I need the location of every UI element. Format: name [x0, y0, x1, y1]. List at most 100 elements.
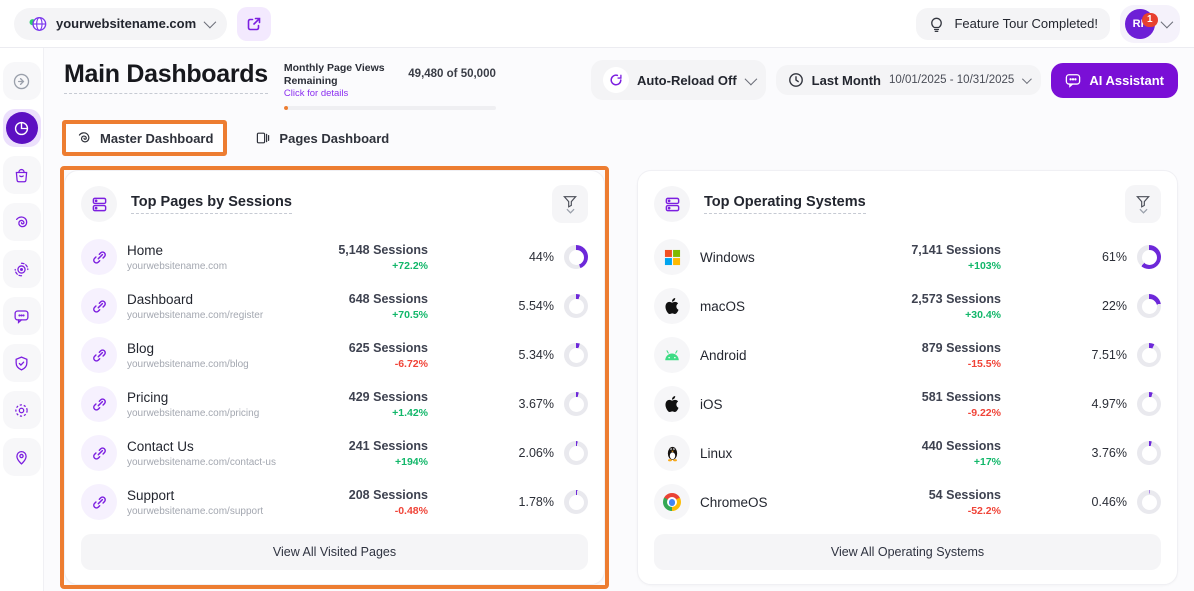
list-item[interactable]: Android 879 Sessions -15.5% 7.51%: [654, 335, 1161, 375]
sessions-count: 2,573 Sessions: [911, 291, 1001, 306]
quota-widget: Monthly Page Views Remaining Click for d…: [283, 62, 496, 111]
page-title: Main Dashboards: [64, 60, 268, 94]
quota-label: Monthly Page Views Remaining: [283, 62, 385, 88]
change-percent: +70.5%: [392, 308, 428, 321]
filter-button[interactable]: [552, 185, 588, 224]
open-site-button[interactable]: [237, 6, 272, 41]
share-percent: 61%: [1101, 250, 1127, 265]
share-cell: 44%: [438, 245, 588, 270]
main-content: Main Dashboards Monthly Page Views Remai…: [44, 48, 1194, 591]
donut-progress: [1137, 245, 1161, 270]
list-item[interactable]: Contact Us yourwebsitename.com/contact-u…: [81, 433, 588, 473]
row-url: yourwebsitename.com: [127, 260, 228, 272]
share-percent: 44%: [528, 250, 554, 265]
sessions-count: 581 Sessions: [921, 389, 1001, 404]
sessions-count: 625 Sessions: [348, 340, 428, 355]
spiral-icon: [76, 130, 92, 146]
period-label: Last Month: [811, 72, 881, 88]
sessions-cell: 7,141 Sessions +103%: [871, 243, 1001, 272]
change-percent: -6.72%: [394, 357, 428, 370]
link-icon: [81, 435, 117, 472]
tab-pages-dashboard[interactable]: Pages Dashboard: [245, 124, 399, 152]
apple-logo-icon: [654, 386, 690, 423]
list-item[interactable]: Pricing yourwebsitename.com/pricing 429 …: [81, 384, 588, 424]
list-item[interactable]: Home yourwebsitename.com 5,148 Sessions …: [81, 237, 588, 277]
card-top-pages-by-sessions: Top Pages by Sessions Home yourwebsitena…: [60, 166, 609, 590]
sessions-count: 5,148 Sessions: [338, 242, 428, 257]
view-all-os-button[interactable]: View All Operating Systems: [654, 534, 1161, 571]
donut-progress: [1137, 392, 1161, 417]
focus-target-icon: [13, 261, 30, 278]
sessions-cell: 5,148 Sessions +72.2%: [298, 243, 428, 272]
sidebar-item-dashboards[interactable]: [2, 109, 41, 147]
link-icon: [81, 239, 117, 276]
topbar: yourwebsitename.com Feature Tour Complet…: [0, 0, 1194, 48]
card-top-operating-systems: Top Operating Systems Windows 7,141 Sess…: [637, 170, 1178, 586]
gear-icon: [13, 402, 30, 419]
avatar: RF 1: [1125, 8, 1158, 39]
list-item[interactable]: Dashboard yourwebsitename.com/register 6…: [81, 286, 588, 326]
pie-chart-icon: [13, 120, 30, 137]
auto-reload-dropdown[interactable]: Auto-Reload Off: [591, 60, 766, 100]
list-item[interactable]: iOS 581 Sessions -9.22% 4.97%: [654, 384, 1161, 424]
ai-assistant-button[interactable]: AI Assistant: [1051, 62, 1178, 98]
site-selector[interactable]: yourwebsitename.com: [14, 7, 228, 40]
link-icon: [81, 288, 117, 325]
row-label-group: Dashboard yourwebsitename.com/register: [127, 292, 288, 321]
sidebar-collapse-button[interactable]: [2, 62, 41, 100]
share-percent: 7.51%: [1091, 348, 1127, 363]
sessions-cell: 208 Sessions -0.48%: [298, 488, 428, 517]
row-title: Home: [127, 242, 164, 258]
sessions-count: 208 Sessions: [348, 487, 428, 502]
shopping-bag-icon: [13, 167, 30, 184]
row-title: Linux: [700, 445, 733, 461]
list-item[interactable]: Windows 7,141 Sessions +103% 61%: [654, 237, 1161, 277]
account-menu[interactable]: RF 1: [1120, 4, 1180, 43]
sidebar-item-settings[interactable]: [2, 391, 41, 429]
row-label-group: Android: [700, 348, 861, 363]
share-cell: 7.51%: [1011, 343, 1161, 368]
sessions-cell: 241 Sessions +194%: [298, 439, 428, 468]
sidebar-item-store[interactable]: [2, 156, 41, 194]
tab-label: Master Dashboard: [100, 130, 214, 146]
row-label-group: Support yourwebsitename.com/support: [127, 488, 288, 517]
sidebar-item-tracking[interactable]: [2, 250, 41, 288]
change-percent: -0.48%: [394, 504, 428, 517]
date-range-picker[interactable]: Last Month 10/01/2025 - 10/31/2025: [775, 65, 1042, 95]
row-title: Support: [127, 487, 175, 503]
filter-button[interactable]: [1125, 185, 1161, 224]
sessions-cell: 879 Sessions -15.5%: [871, 341, 1001, 370]
sessions-count: 54 Sessions: [928, 487, 1001, 502]
row-label-group: Pricing yourwebsitename.com/pricing: [127, 390, 288, 419]
donut-progress: [1137, 490, 1161, 515]
apple-logo-icon: [654, 288, 690, 325]
donut-progress: [564, 294, 588, 319]
sessions-cell: 429 Sessions +1.42%: [298, 390, 428, 419]
list-item[interactable]: macOS 2,573 Sessions +30.4% 22%: [654, 286, 1161, 326]
sessions-count: 648 Sessions: [348, 291, 428, 306]
tab-master-dashboard[interactable]: Master Dashboard: [62, 120, 228, 157]
change-percent: -15.5%: [967, 357, 1001, 370]
sessions-count: 429 Sessions: [348, 389, 428, 404]
row-label-group: Home yourwebsitename.com: [127, 243, 288, 272]
sidebar-item-security[interactable]: [2, 344, 41, 382]
list-item[interactable]: Blog yourwebsitename.com/blog 625 Sessio…: [81, 335, 588, 375]
sidebar-item-locations[interactable]: [2, 438, 41, 476]
sessions-cell: 648 Sessions +70.5%: [298, 292, 428, 321]
notification-badge: 1: [1142, 12, 1158, 27]
sidebar-item-sessions[interactable]: [2, 203, 41, 241]
sessions-count: 440 Sessions: [921, 438, 1001, 453]
view-all-pages-button[interactable]: View All Visited Pages: [81, 534, 588, 571]
donut-progress: [564, 392, 588, 417]
quota-details-link[interactable]: Click for details: [283, 88, 349, 100]
sidebar-item-feedback[interactable]: [2, 297, 41, 335]
card-title: Top Pages by Sessions: [131, 194, 292, 215]
change-percent: +72.2%: [392, 259, 428, 272]
list-item[interactable]: Support yourwebsitename.com/support 208 …: [81, 482, 588, 522]
donut-progress: [1137, 441, 1161, 466]
share-cell: 2.06%: [438, 441, 588, 466]
feature-tour-button[interactable]: Feature Tour Completed!: [916, 7, 1110, 40]
list-item[interactable]: ChromeOS 54 Sessions -52.2% 0.46%: [654, 482, 1161, 522]
share-percent: 1.78%: [518, 495, 554, 510]
list-item[interactable]: Linux 440 Sessions +17% 3.76%: [654, 433, 1161, 473]
